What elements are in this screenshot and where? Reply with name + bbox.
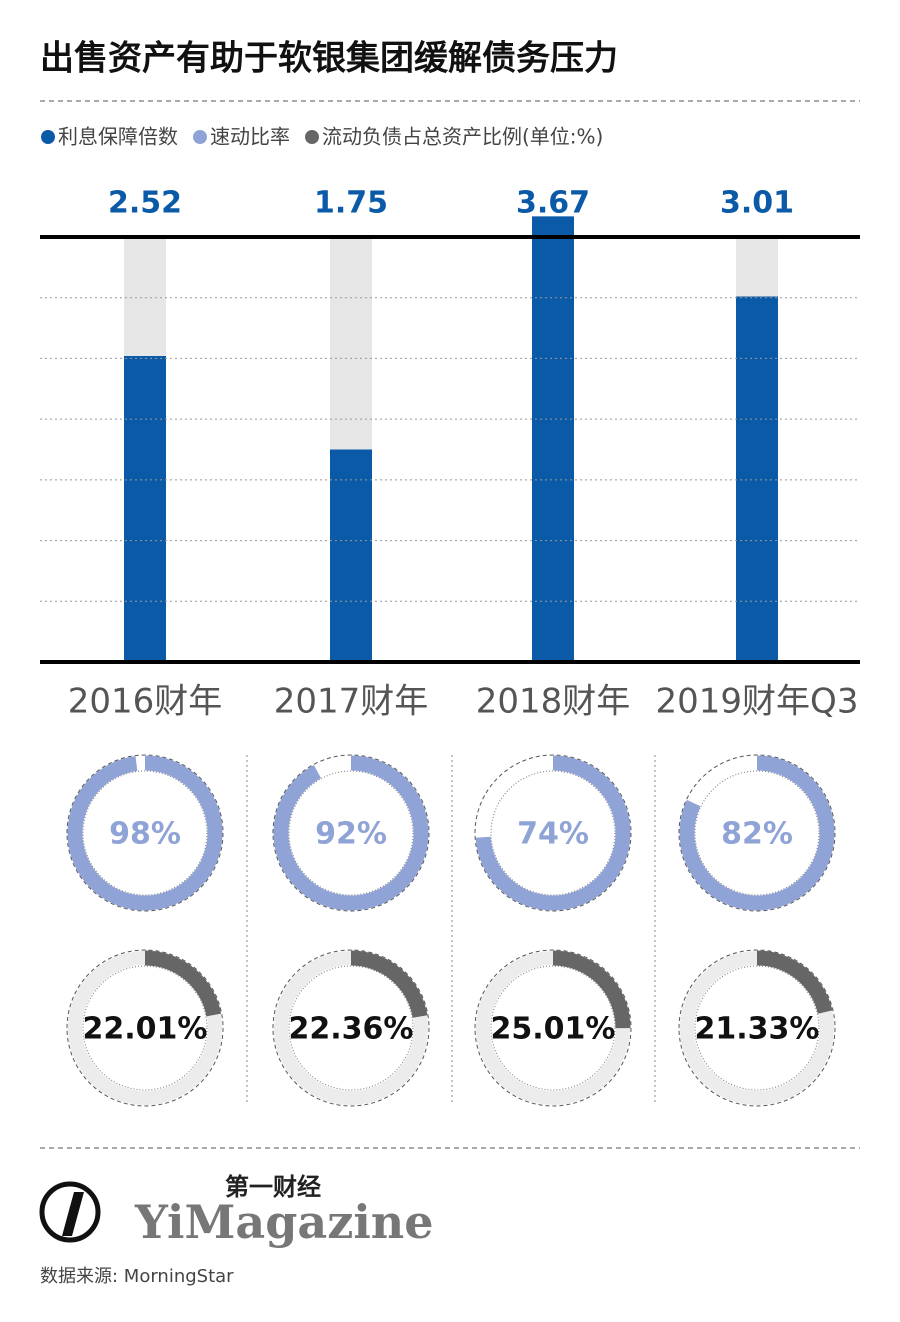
donut-label: 21.33%	[695, 1012, 820, 1047]
donut-outline	[272, 949, 430, 1107]
donut-outline	[694, 770, 820, 896]
legend-dot	[305, 130, 319, 144]
donut-label: 22.01%	[83, 1012, 208, 1047]
logo-mark	[62, 1192, 84, 1236]
donut-outline	[694, 965, 820, 1091]
donut-outline	[490, 770, 616, 896]
bar-value-label: 1.75	[314, 186, 388, 221]
donut-outline	[474, 949, 632, 1107]
bar-value-label: 2.52	[108, 186, 182, 221]
brand-en: YiMagazine	[134, 1195, 434, 1249]
donut-arc	[273, 755, 429, 911]
legend-label: 流动负债占总资产比例(单位:%)	[322, 125, 603, 149]
donut-label: 74%	[517, 817, 589, 852]
donut-label: 98%	[109, 817, 181, 852]
donut-arc	[67, 950, 223, 1106]
legend-dot	[41, 130, 55, 144]
donut-outline	[288, 770, 414, 896]
donut-arc	[475, 755, 631, 911]
donut-outline	[82, 770, 208, 896]
donut-outline	[66, 754, 224, 912]
donut-arc	[679, 950, 835, 1106]
donut-outline	[678, 949, 836, 1107]
bar	[330, 449, 372, 662]
x-tick-label: 2016财年	[68, 682, 223, 722]
donut-outline	[490, 965, 616, 1091]
x-tick-label: 2019财年Q3	[656, 682, 859, 722]
logo-mark	[39, 1181, 101, 1243]
donut-label: 25.01%	[491, 1012, 616, 1047]
x-tick-label: 2017财年	[274, 682, 429, 722]
legend-label: 速动比率	[210, 125, 290, 149]
donut-label: 22.36%	[289, 1012, 414, 1047]
donut-label: 92%	[315, 817, 387, 852]
donut-arc	[273, 950, 429, 1106]
donut-outline	[678, 754, 836, 912]
x-tick-label: 2018财年	[476, 682, 631, 722]
bar-value-label: 3.01	[720, 186, 794, 221]
donut-label: 82%	[721, 817, 793, 852]
donut-outline	[474, 754, 632, 912]
donut-outline	[288, 965, 414, 1091]
legend-dot	[193, 130, 207, 144]
source: 数据来源: MorningStar	[40, 1266, 234, 1287]
donut-arc	[67, 755, 223, 911]
brand-cn: 第一财经	[225, 1173, 321, 1201]
bar	[124, 356, 166, 662]
donut-outline	[66, 949, 224, 1107]
bar-value-label: 3.67	[516, 186, 590, 221]
chart-title: 出售资产有助于软银集团缓解债务压力	[40, 39, 618, 79]
bar	[532, 216, 574, 662]
donut-outline	[272, 754, 430, 912]
donut-outline	[82, 965, 208, 1091]
legend-label: 利息保障倍数	[58, 125, 178, 149]
donut-arc	[475, 950, 631, 1106]
bar	[736, 296, 778, 662]
donut-arc	[679, 755, 835, 911]
